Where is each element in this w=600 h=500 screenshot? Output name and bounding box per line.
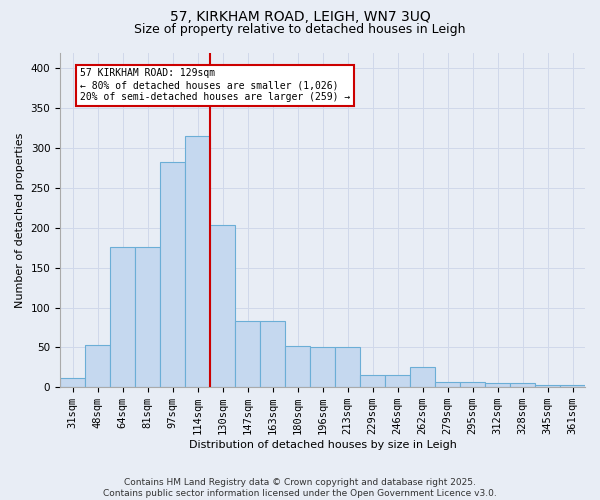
Bar [360, 376, 385, 387]
Bar [435, 382, 460, 387]
Text: 57, KIRKHAM ROAD, LEIGH, WN7 3UQ: 57, KIRKHAM ROAD, LEIGH, WN7 3UQ [170, 10, 430, 24]
Bar [510, 383, 535, 387]
Bar [85, 345, 110, 387]
Bar [285, 346, 310, 387]
Bar [460, 382, 485, 387]
Bar [485, 383, 510, 387]
Bar [310, 348, 335, 387]
Bar [235, 321, 260, 387]
Bar [60, 378, 85, 387]
Text: 57 KIRKHAM ROAD: 129sqm
← 80% of detached houses are smaller (1,026)
20% of semi: 57 KIRKHAM ROAD: 129sqm ← 80% of detache… [80, 68, 350, 102]
Bar [385, 376, 410, 387]
Bar [335, 348, 360, 387]
Y-axis label: Number of detached properties: Number of detached properties [15, 132, 25, 308]
Bar [135, 247, 160, 387]
Bar [185, 136, 210, 387]
Bar [410, 368, 435, 387]
Bar [110, 247, 135, 387]
Bar [560, 385, 585, 387]
Bar [535, 385, 560, 387]
Bar [210, 226, 235, 387]
Bar [260, 321, 285, 387]
Bar [160, 162, 185, 387]
Text: Size of property relative to detached houses in Leigh: Size of property relative to detached ho… [134, 22, 466, 36]
Text: Contains HM Land Registry data © Crown copyright and database right 2025.
Contai: Contains HM Land Registry data © Crown c… [103, 478, 497, 498]
X-axis label: Distribution of detached houses by size in Leigh: Distribution of detached houses by size … [188, 440, 457, 450]
